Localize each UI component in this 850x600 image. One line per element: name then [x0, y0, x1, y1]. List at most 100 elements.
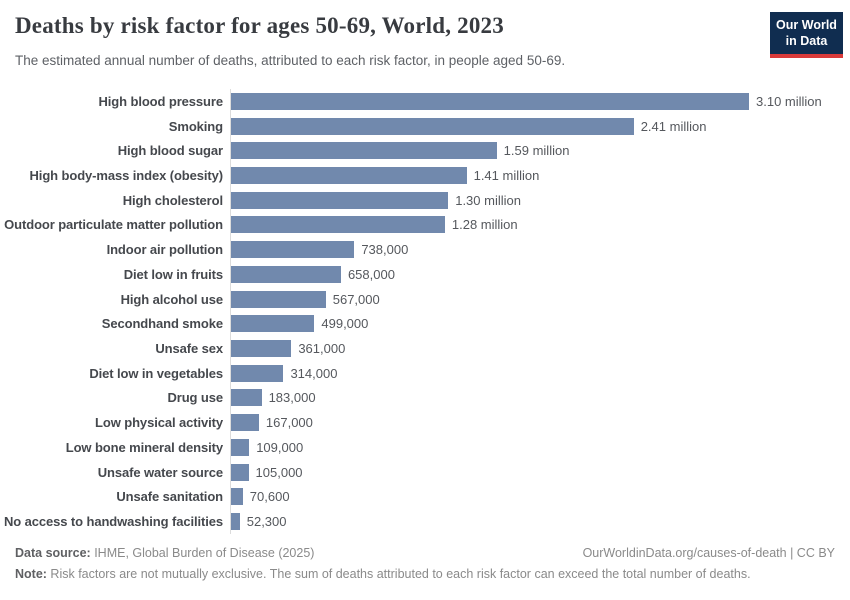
category-label: Unsafe sanitation	[116, 489, 223, 505]
chart-row: Drug use 183,000	[0, 385, 850, 411]
chart-row: Outdoor particulate matter pollution 1.28…	[0, 212, 850, 238]
bar[interactable]	[231, 438, 250, 456]
plot-area-row: 1.30 million	[230, 187, 850, 213]
owid-logo-line2: in Data	[785, 34, 828, 49]
chart-row: Smoking 2.41 million	[0, 113, 850, 139]
chart-note: Note: Risk factors are not mutually excl…	[15, 567, 835, 581]
chart-row: Low physical activity 167,000	[0, 410, 850, 436]
bar[interactable]	[231, 315, 315, 333]
category-label: High blood pressure	[98, 93, 223, 109]
category-label: Low bone mineral density	[65, 439, 223, 455]
bar[interactable]	[231, 216, 445, 234]
plot-area-row: 70,600	[230, 484, 850, 510]
data-source-text: IHME, Global Burden of Disease (2025)	[90, 546, 315, 560]
bar[interactable]	[231, 290, 326, 308]
category-label: Drug use	[167, 390, 223, 406]
owid-logo-line1: Our World	[776, 18, 837, 32]
chart-row: Indoor air pollution 738,000	[0, 237, 850, 263]
data-source: Data source: IHME, Global Burden of Dise…	[15, 546, 314, 560]
plot-area-row: 499,000	[230, 311, 850, 337]
category-label: Low physical activity	[95, 415, 223, 431]
category-label: No access to handwashing facilities	[3, 514, 223, 530]
value-label: 738,000	[361, 242, 409, 258]
plot-area-row: 1.41 million	[230, 163, 850, 188]
chart-row: High blood pressure 3.10 million	[0, 89, 850, 114]
bar[interactable]	[231, 463, 249, 481]
value-label: 1.41 million	[473, 168, 540, 184]
data-source-label: Data source:	[15, 546, 91, 560]
chart-row: High body-mass index (obesity) 1.41 milli…	[0, 163, 850, 188]
chart-row: Low bone mineral density 109,000	[0, 435, 850, 460]
plot-area-row: 3.10 million	[230, 89, 850, 114]
bar[interactable]	[231, 364, 284, 382]
category-label: Diet low in vegetables	[89, 365, 223, 381]
owid-logo[interactable]: Our World in Data	[770, 12, 843, 58]
bar[interactable]	[231, 340, 292, 358]
note-label: Note:	[15, 567, 47, 581]
bar[interactable]	[231, 117, 634, 135]
plot-area-row: 361,000	[230, 336, 850, 361]
value-label: 167,000	[265, 415, 313, 431]
plot-area-row: 567,000	[230, 286, 850, 312]
plot-area-row: 109,000	[230, 435, 850, 460]
value-label: 1.59 million	[503, 143, 570, 159]
bar[interactable]	[231, 241, 355, 259]
chart-footer: Data source: IHME, Global Burden of Dise…	[15, 546, 835, 581]
category-label: Indoor air pollution	[106, 242, 224, 258]
category-label: Smoking	[168, 118, 223, 134]
plot-area-row: 314,000	[230, 360, 850, 386]
bar-chart: High blood pressure 3.10 million Smoking 2.…	[0, 89, 850, 534]
plot-area-row: 738,000	[230, 237, 850, 263]
value-label: 109,000	[256, 439, 304, 455]
owid-url-license[interactable]: OurWorldinData.org/causes-of-death | CC …	[582, 546, 835, 560]
value-label: 2.41 million	[640, 118, 707, 134]
chart-subtitle: The estimated annual number of deaths, a…	[15, 53, 566, 68]
category-label: High blood sugar	[117, 143, 223, 159]
category-label: Secondhand smoke	[101, 316, 223, 332]
chart-row: Diet low in vegetables 314,000	[0, 360, 850, 386]
plot-area-row: 1.59 million	[230, 138, 850, 164]
category-label: Diet low in fruits	[123, 266, 223, 282]
value-label: 361,000	[298, 341, 346, 357]
chart-row: Unsafe sex 361,000	[0, 336, 850, 361]
plot-area-row: 105,000	[230, 459, 850, 485]
value-label: 3.10 million	[756, 93, 822, 109]
value-label: 1.30 million	[455, 192, 521, 208]
value-label: 52,300	[246, 514, 287, 530]
value-label: 105,000	[255, 464, 303, 480]
bar[interactable]	[231, 513, 240, 531]
note-text: Risk factors are not mutually exclusive.…	[46, 567, 751, 581]
bar[interactable]	[231, 265, 341, 283]
chart-row: High alcohol use 567,000	[0, 286, 850, 312]
bar[interactable]	[231, 488, 243, 506]
bar[interactable]	[231, 142, 497, 160]
chart-row: Secondhand smoke 499,000	[0, 311, 850, 337]
chart-row: Diet low in fruits 658,000	[0, 262, 850, 287]
category-label: Unsafe water source	[97, 464, 223, 480]
plot-area-row: 52,300	[230, 509, 850, 534]
category-label: High alcohol use	[120, 291, 224, 307]
bar[interactable]	[231, 389, 262, 407]
value-label: 1.28 million	[451, 217, 518, 233]
category-label: Outdoor particulate matter pollution	[4, 217, 223, 233]
category-label: Unsafe sex	[155, 341, 223, 357]
bar[interactable]	[231, 414, 259, 432]
value-label: 658,000	[347, 266, 395, 282]
chart-row: High cholesterol 1.30 million	[0, 187, 850, 213]
value-label: 183,000	[268, 390, 316, 406]
chart-row: No access to handwashing facilities 52,30…	[0, 509, 850, 534]
chart-row: Unsafe sanitation 70,600	[0, 484, 850, 510]
bar[interactable]	[231, 92, 749, 110]
value-label: 70,600	[249, 489, 290, 505]
value-label: 499,000	[321, 316, 369, 332]
plot-area-row: 2.41 million	[230, 113, 850, 139]
bar[interactable]	[231, 167, 467, 185]
bar[interactable]	[231, 191, 449, 209]
category-label: High cholesterol	[122, 192, 223, 208]
chart-row: High blood sugar 1.59 million	[0, 138, 850, 164]
value-label: 314,000	[290, 365, 338, 381]
chart-row: Unsafe water source 105,000	[0, 459, 850, 485]
plot-area-row: 1.28 million	[230, 212, 850, 238]
plot-area-row: 658,000	[230, 262, 850, 287]
